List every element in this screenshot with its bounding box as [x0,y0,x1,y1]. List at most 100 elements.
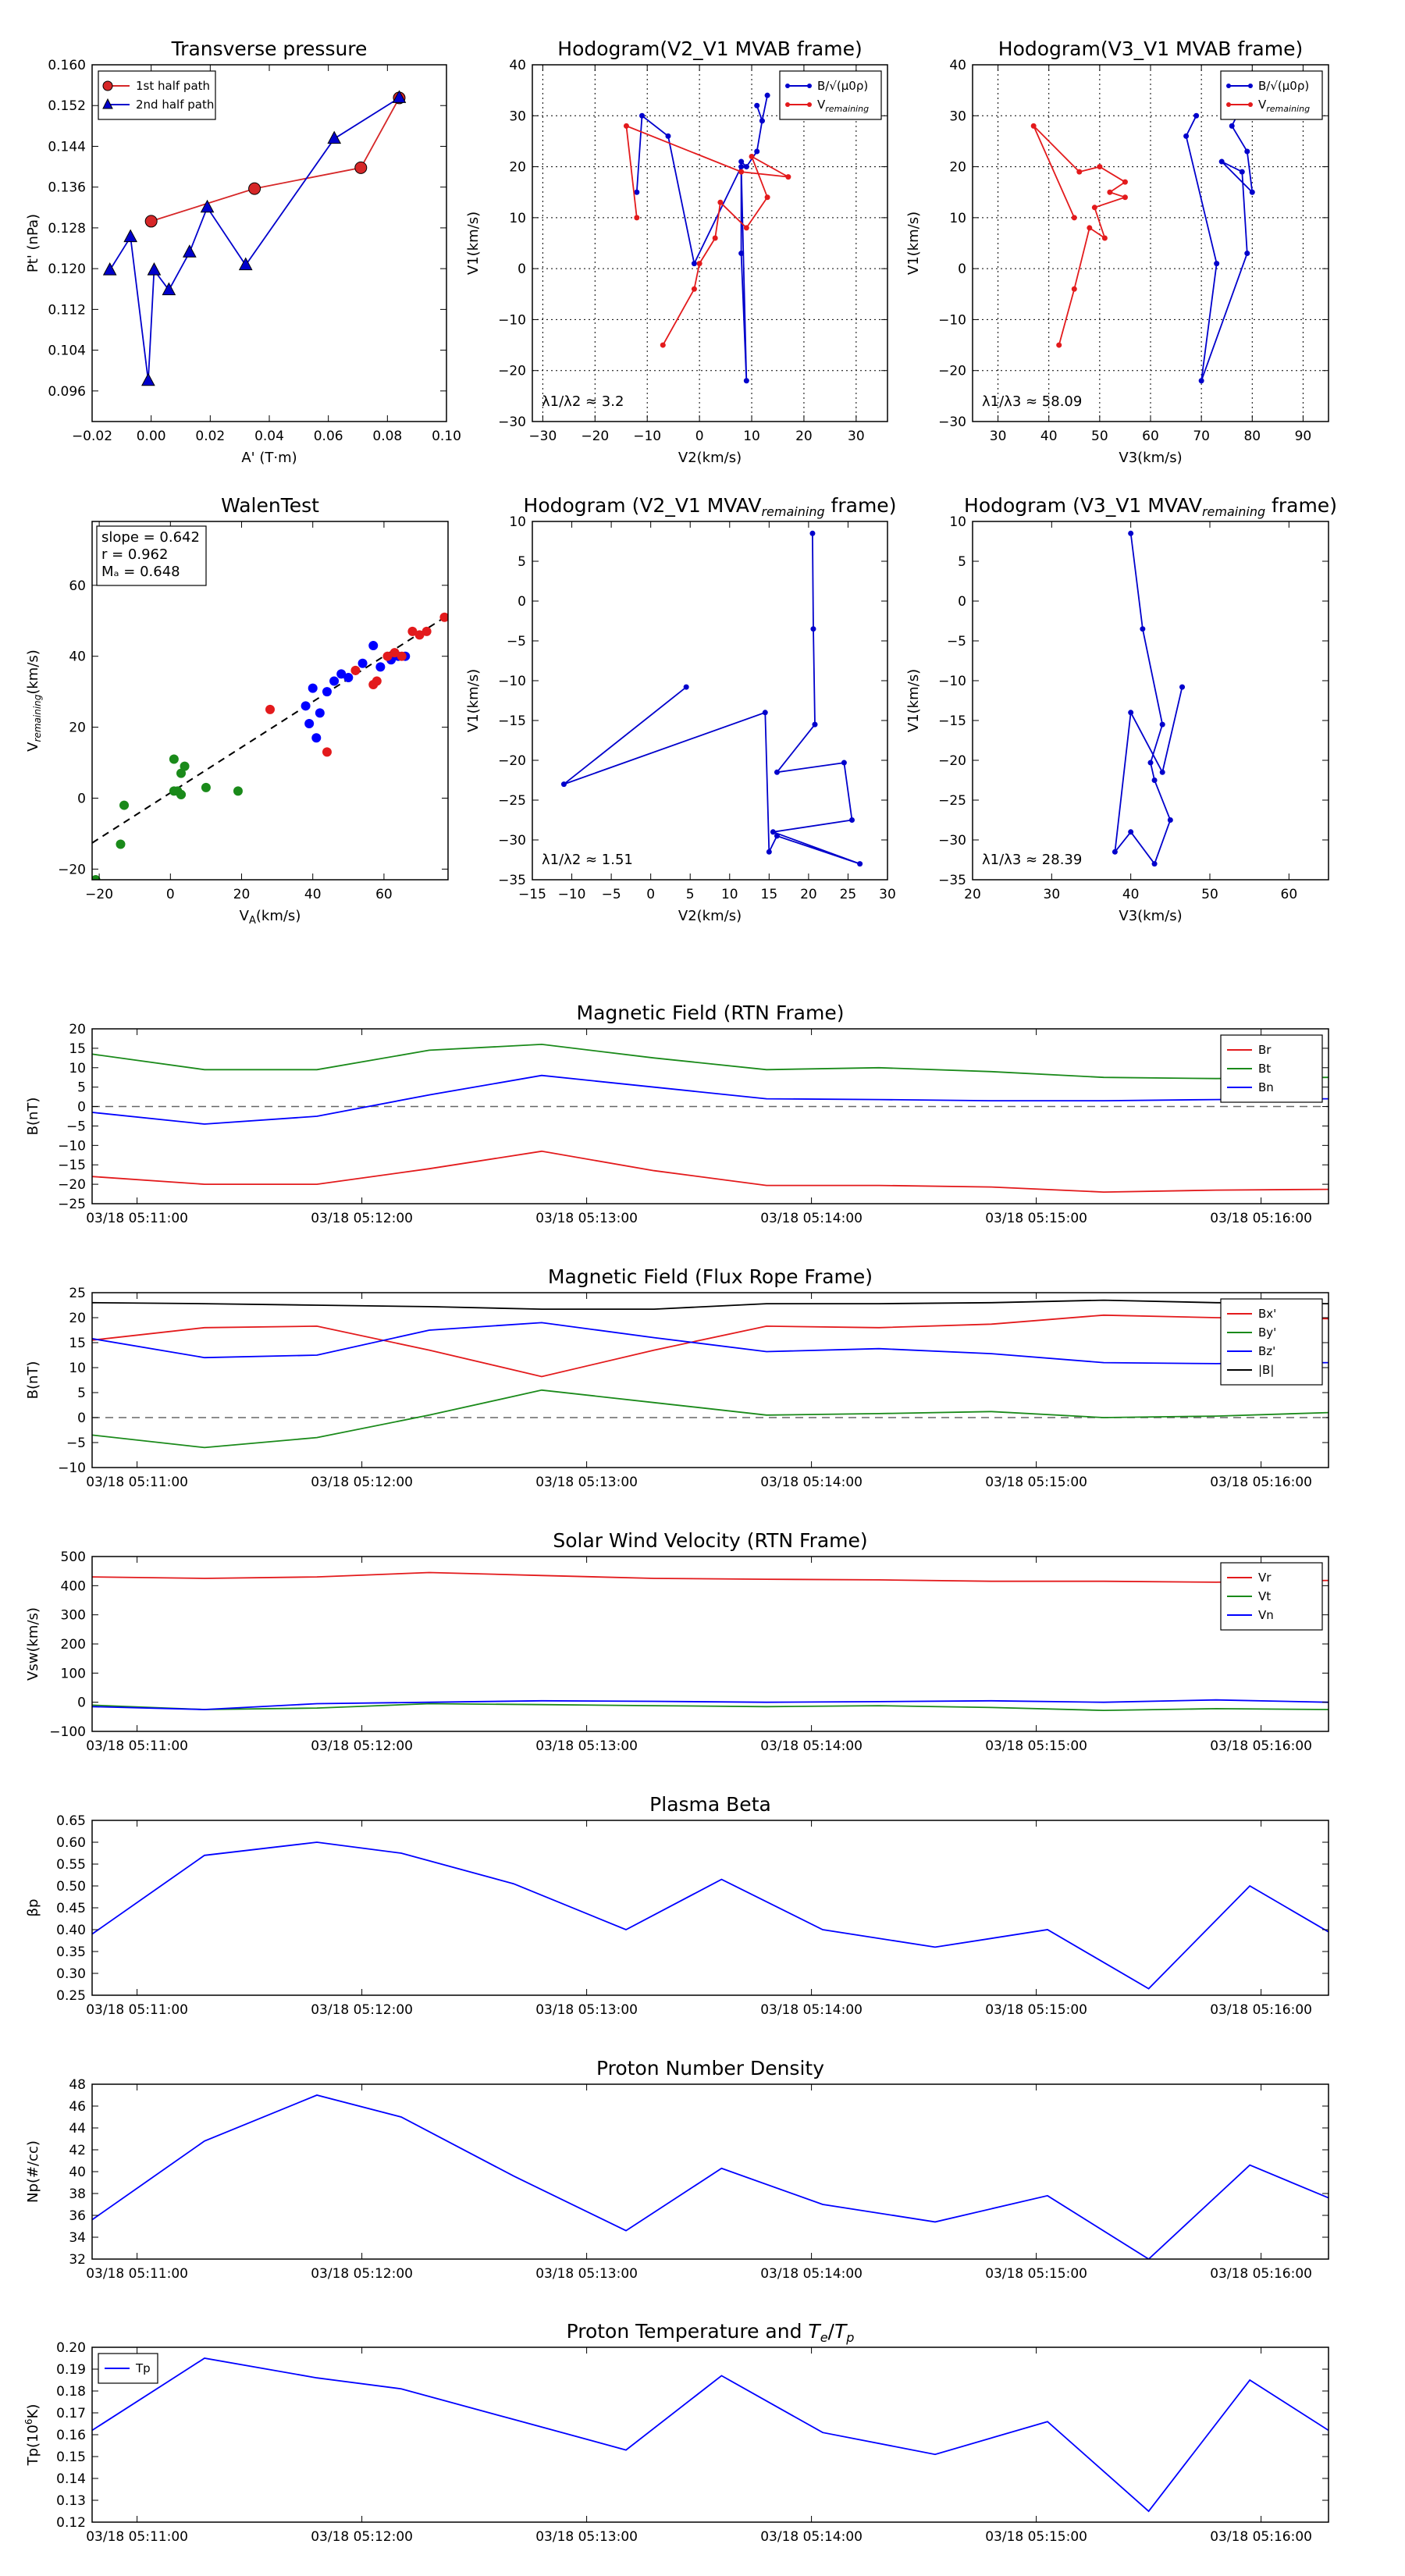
x-tick-label: 03/18 05:12:00 [311,1738,413,1754]
legend-label: Tp [135,2361,151,2375]
data-point [200,199,215,213]
legend-marker [807,84,812,88]
data-point [754,102,760,109]
y-tick-label: 0 [518,262,526,277]
data-point [766,849,772,855]
data-point [1087,225,1093,231]
data-point [785,174,791,180]
legend-label: Vremaining [1258,98,1310,114]
title-part: Hodogram (V2_V1 MVAV [524,494,762,517]
stats-text: Mₐ = 0.648 [101,564,180,580]
legend-label: Vt [1258,1589,1271,1603]
chart-beta: Plasma Beta 03/18 05:11:00 03/18 05:12:00 0… [25,1793,1329,2018]
y-tick-label: −20 [938,364,966,379]
y-tick-label: 0 [958,594,966,610]
y-tick-label: 15 [69,1336,86,1351]
x-tick-label: 03/18 05:15:00 [985,1738,1087,1754]
y-tick-label: −5 [507,634,526,649]
label-sup: 6 [23,2418,34,2425]
series-line-Bx' [92,1314,1329,1378]
y-tick-label: −30 [938,415,966,430]
data-point [1071,215,1077,221]
y-tick-label: −20 [58,862,86,877]
data-point [812,721,818,728]
plot-inner [560,530,863,867]
plot-area [532,521,887,880]
y-axis-label: V1(km/s) [465,669,482,732]
y-axis-label: V1(km/s) [905,669,922,732]
data-point [357,658,368,668]
x-tick-label: 0.02 [195,429,225,444]
y-tick-label: 36 [69,2208,86,2224]
plot-inner [92,2094,1329,2259]
data-point [343,672,354,682]
data-point [560,781,567,788]
y-tick-label: −25 [498,793,526,809]
chart-np: Proton Number Density 03/18 05:11:00 03/18… [25,2057,1329,2282]
x-tick-label: 03/18 05:15:00 [985,1211,1087,1226]
x-tick-label: 40 [304,887,322,902]
y-tick-label: 0.65 [56,1813,86,1829]
title-part: Hodogram (V3_V1 MVAV [964,494,1202,517]
data-point [422,626,432,636]
data-point [1097,164,1103,170]
legend-label: Bz' [1258,1344,1275,1358]
data-point [1214,261,1220,267]
plot-area [92,2084,1329,2259]
plot-frame [532,521,888,881]
x-tick-label: 30 [848,429,865,444]
legend-label: Bt [1258,1062,1271,1076]
x-tick-label: 90 [1295,429,1312,444]
eigen-ratio-annotation: λ1/λ2 ≈ 3.2 [542,393,624,410]
y-tick-label: −10 [58,1138,86,1154]
plot-area [532,65,887,422]
y-tick-label: −10 [938,674,966,689]
y-tick-label: 5 [958,554,966,570]
chart-title: Hodogram(V2_V1 MVAB frame) [557,37,862,60]
data-point [407,626,418,636]
y-axis-label: B(nT) [25,1098,41,1136]
data-point [774,833,780,839]
plot-area [92,1820,1329,1995]
data-point [1107,189,1113,195]
plot-inner [532,65,887,422]
data-point [743,378,749,384]
plot-frame [91,2083,1329,2260]
y-tick-label: −100 [49,1724,86,1740]
y-tick-label: 38 [69,2186,86,2202]
y-tick-label: 5 [77,1386,86,1401]
data-point [180,761,190,771]
data-point [372,676,382,686]
chart-vsw: Solar Wind Velocity (RTN Frame) 03/18 05:… [25,1529,1329,1754]
y-tick-label: 0.25 [56,1988,86,2004]
data-point [754,148,760,155]
legend-marker [1226,84,1231,88]
x-axis-label: V3(km/s) [1119,908,1182,924]
legend-marker [785,102,790,107]
series-line-Vr [92,1571,1329,1583]
data-point [116,839,126,849]
legend-marker [102,98,113,109]
data-point [1151,861,1158,867]
data-point [849,817,855,823]
y-tick-label: 44 [69,2121,86,2137]
y-tick-label: −10 [498,312,526,328]
x-tick-label: 20 [800,887,817,902]
y-tick-label: 30 [509,109,526,124]
x-tick-label: 03/18 05:12:00 [311,2002,413,2018]
x-tick-label: 03/18 05:14:00 [760,1211,863,1226]
legend-label: |B| [1258,1363,1274,1377]
data-point [304,719,315,729]
y-tick-label: 32 [69,2252,86,2268]
data-point [162,282,176,296]
series-line-V_remaining [625,124,789,346]
x-tick-label: 30 [990,429,1007,444]
data-point [743,164,749,170]
label-part: (km/s) [256,908,301,924]
legend-label: 2nd half path [136,98,214,112]
y-tick-label: 0.19 [56,2362,86,2378]
plot-frame [532,64,888,422]
data-point [375,662,386,672]
x-tick-label: 0.00 [137,429,166,444]
